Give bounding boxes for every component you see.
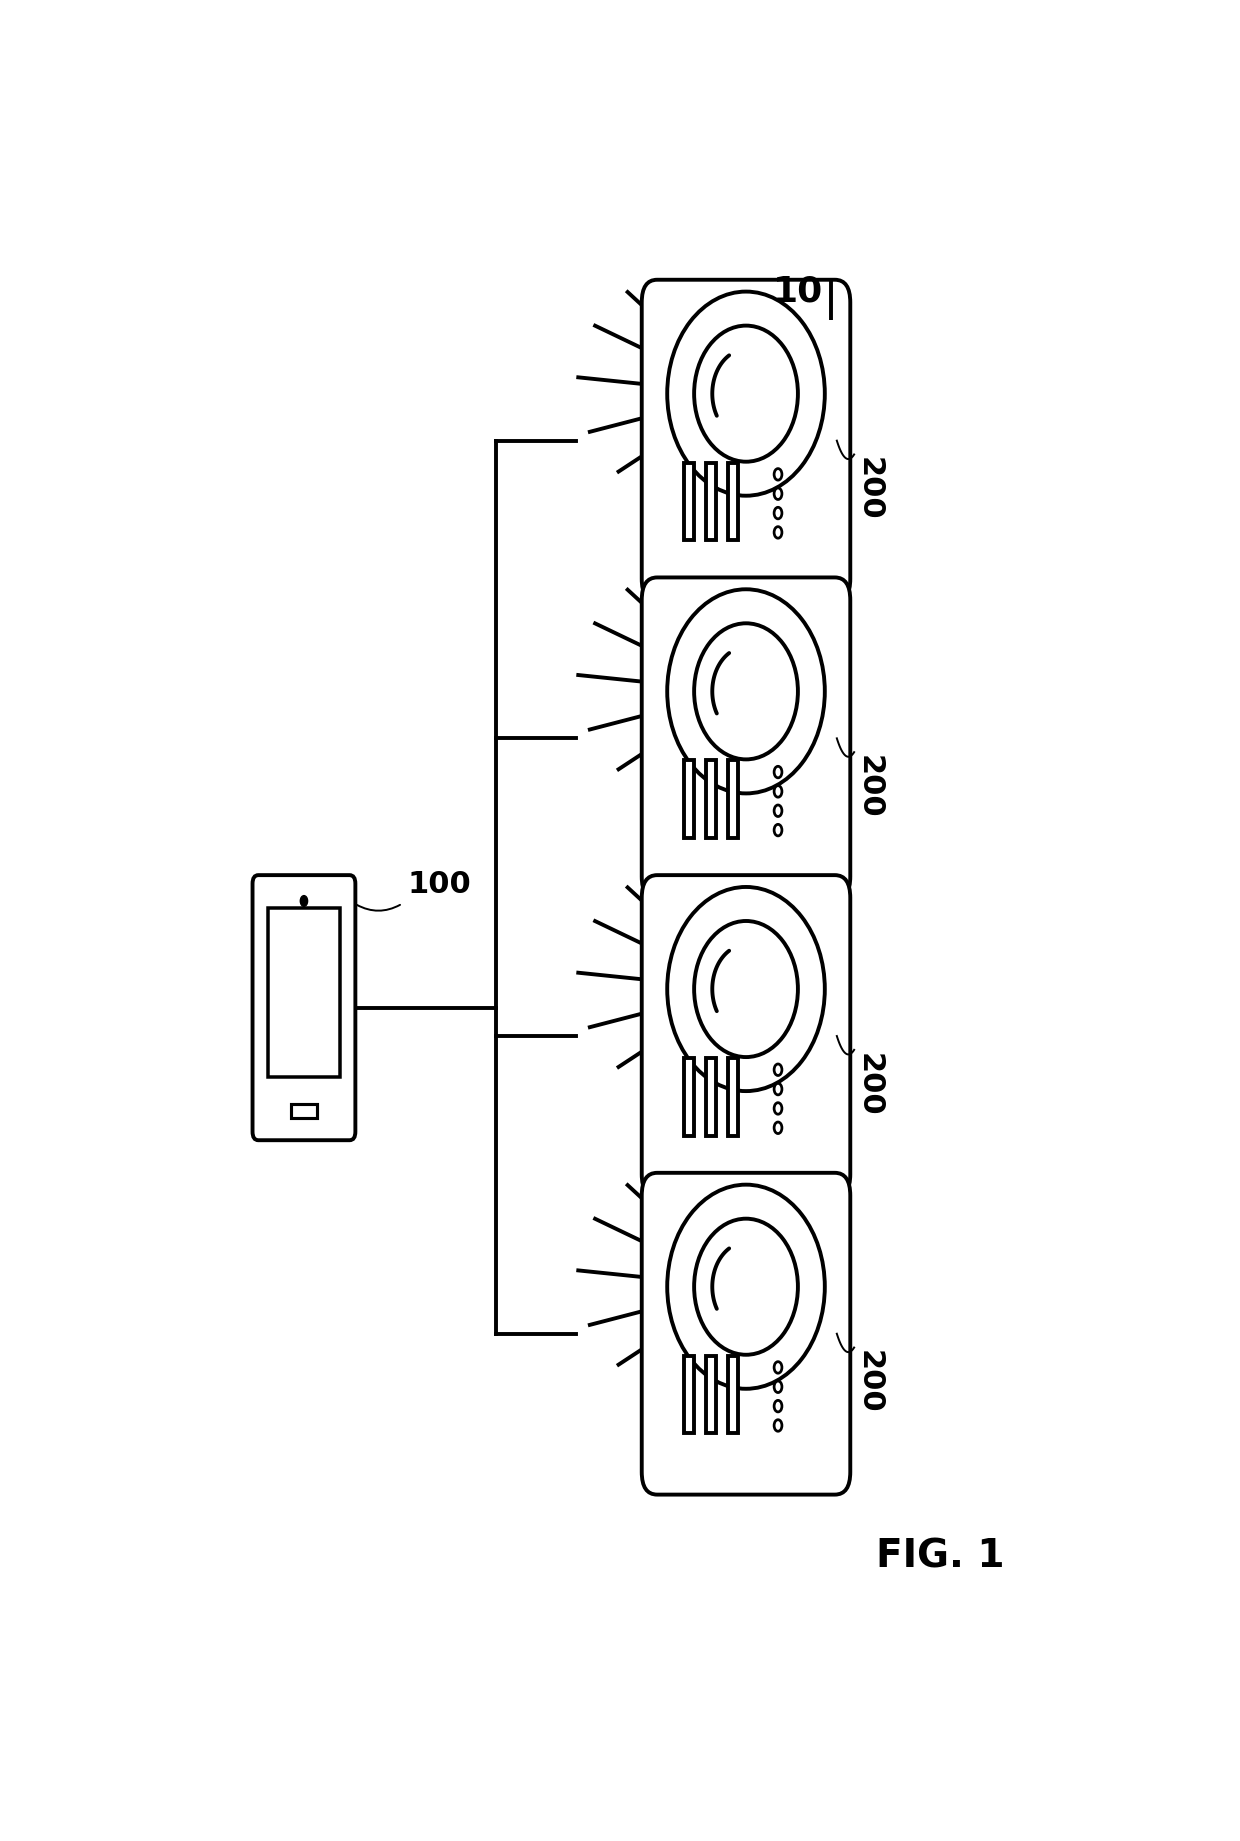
Circle shape [774, 488, 782, 499]
Circle shape [774, 527, 782, 538]
Bar [683, 1355, 693, 1434]
Circle shape [774, 1064, 782, 1075]
Text: 10: 10 [773, 274, 823, 309]
Bar [706, 1059, 715, 1136]
Circle shape [774, 469, 782, 481]
Circle shape [774, 1121, 782, 1134]
Text: 200: 200 [856, 1349, 884, 1414]
Text: 200: 200 [856, 1053, 884, 1116]
Text: 200: 200 [856, 755, 884, 819]
Text: FIG. 1: FIG. 1 [875, 1537, 1004, 1576]
Ellipse shape [667, 887, 825, 1092]
Circle shape [774, 825, 782, 836]
Bar [291, 1105, 316, 1117]
Circle shape [774, 1401, 782, 1412]
Bar [728, 760, 738, 838]
Circle shape [774, 786, 782, 797]
Circle shape [300, 895, 308, 906]
Ellipse shape [694, 326, 797, 462]
Circle shape [774, 1419, 782, 1430]
Circle shape [774, 1103, 782, 1114]
Bar [706, 462, 715, 539]
Ellipse shape [667, 589, 825, 793]
FancyBboxPatch shape [642, 280, 851, 602]
Bar [683, 462, 693, 539]
FancyBboxPatch shape [253, 874, 356, 1140]
Bar [683, 760, 693, 838]
Bar [728, 462, 738, 539]
Bar [728, 1355, 738, 1434]
Ellipse shape [667, 1184, 825, 1388]
Text: 100: 100 [407, 871, 471, 898]
Circle shape [774, 766, 782, 779]
Ellipse shape [694, 920, 797, 1057]
Text: 200: 200 [856, 457, 884, 521]
Bar [706, 760, 715, 838]
Bar [268, 908, 340, 1077]
Bar [706, 1355, 715, 1434]
FancyBboxPatch shape [642, 874, 851, 1197]
Circle shape [774, 1362, 782, 1373]
Circle shape [774, 805, 782, 817]
Bar [683, 1059, 693, 1136]
Circle shape [774, 508, 782, 519]
FancyBboxPatch shape [642, 578, 851, 898]
FancyBboxPatch shape [642, 1173, 851, 1495]
Ellipse shape [667, 291, 825, 495]
Circle shape [774, 1381, 782, 1392]
Circle shape [774, 1083, 782, 1095]
Bar [728, 1059, 738, 1136]
Ellipse shape [694, 1219, 797, 1355]
Ellipse shape [694, 624, 797, 758]
